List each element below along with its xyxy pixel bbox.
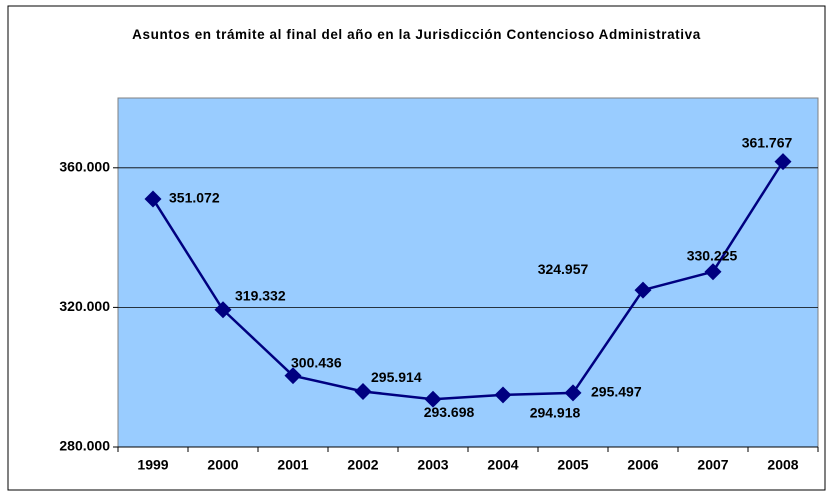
data-point [774,153,792,171]
data-point [144,190,162,208]
data-label: 295.497 [591,384,642,400]
data-point [424,390,442,408]
data-label: 294.918 [530,405,581,421]
data-point [634,281,652,299]
data-label: 293.698 [424,404,475,420]
data-label: 295.914 [371,369,422,385]
data-label: 300.436 [291,354,342,370]
chart-title: Asuntos en trámite al final del año en l… [132,27,701,42]
y-tick-label: 320.000 [59,298,110,314]
data-point [494,386,512,404]
plot-background [117,97,819,448]
data-label: 324.957 [538,261,589,277]
y-tick-label: 360.000 [59,159,110,175]
data-label: 351.072 [169,190,220,206]
x-tick-label: 2004 [487,457,518,473]
x-tick-label: 2008 [767,457,798,473]
data-label: 330.225 [687,247,738,263]
x-tick-label: 2003 [417,457,448,473]
data-label: 361.767 [742,134,793,150]
x-tick-label: 2001 [277,457,308,473]
y-tick-label: 280.000 [59,438,110,454]
x-tick-label: 2002 [347,457,378,473]
data-point [284,367,302,385]
x-tick-label: 1999 [137,457,168,473]
x-tick-label: 2007 [697,457,728,473]
data-point [354,382,372,400]
data-label: 319.332 [235,287,286,303]
data-point [214,301,232,319]
data-line [151,160,785,401]
data-point [704,263,722,281]
x-tick-label: 2000 [207,457,238,473]
data-point [564,384,582,402]
x-tick-label: 2006 [627,457,658,473]
x-tick-label: 2005 [557,457,588,473]
